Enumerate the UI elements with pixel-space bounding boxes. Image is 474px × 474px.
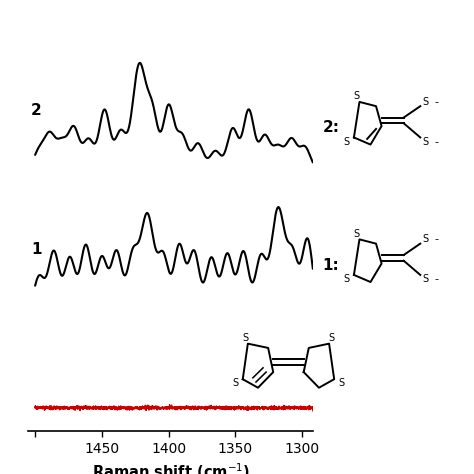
Text: 2:: 2:: [322, 120, 339, 136]
Text: S: S: [233, 378, 239, 389]
Text: S: S: [423, 137, 429, 147]
Text: S: S: [353, 91, 359, 101]
Text: 1:: 1:: [322, 258, 339, 273]
X-axis label: Raman shift (cm$^{-1}$): Raman shift (cm$^{-1}$): [91, 461, 250, 474]
Text: S: S: [423, 234, 429, 245]
Text: 2: 2: [31, 103, 42, 118]
Text: S: S: [353, 228, 359, 239]
Text: -: -: [435, 234, 439, 245]
Text: S: S: [343, 274, 349, 284]
Text: S: S: [328, 333, 334, 343]
Text: -: -: [435, 274, 439, 284]
Text: S: S: [243, 333, 249, 343]
Text: S: S: [343, 137, 349, 147]
Text: 1: 1: [31, 242, 42, 257]
Text: -: -: [435, 97, 439, 107]
Text: S: S: [338, 378, 344, 389]
Text: S: S: [423, 274, 429, 284]
Text: S: S: [423, 97, 429, 107]
Text: -: -: [435, 137, 439, 147]
